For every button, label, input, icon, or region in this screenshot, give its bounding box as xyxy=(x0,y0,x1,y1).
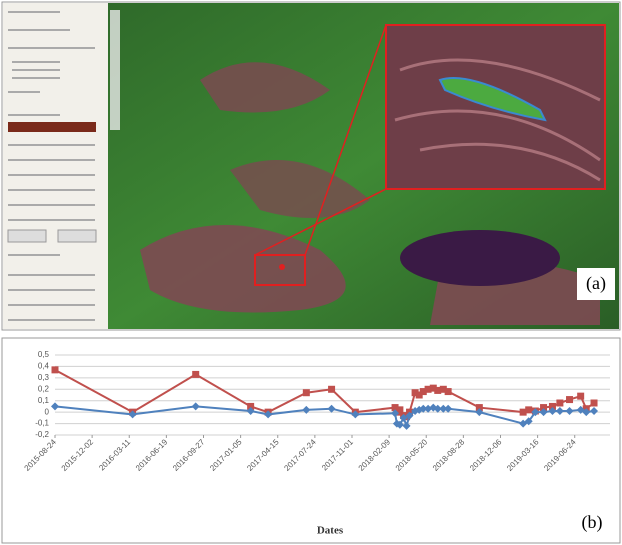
x-axis-title: Dates xyxy=(317,525,344,537)
sidebar xyxy=(3,3,108,329)
map-toolbar xyxy=(110,10,120,130)
panel-label: (a) xyxy=(586,273,606,294)
y-tick-label: 0,4 xyxy=(38,362,50,371)
point xyxy=(399,413,408,422)
point xyxy=(539,408,548,417)
point xyxy=(433,404,442,413)
point xyxy=(439,385,447,393)
point xyxy=(402,421,411,430)
point xyxy=(51,366,59,374)
point xyxy=(415,391,423,399)
point xyxy=(548,402,556,410)
point xyxy=(424,404,433,413)
point xyxy=(519,408,527,416)
point xyxy=(540,404,548,412)
y-tick-label: 0,1 xyxy=(38,396,50,405)
point xyxy=(439,404,448,413)
point xyxy=(525,406,533,414)
point xyxy=(590,399,598,407)
point xyxy=(475,404,483,412)
point xyxy=(565,407,574,415)
point xyxy=(555,407,564,415)
point xyxy=(192,370,200,378)
point xyxy=(444,404,453,413)
point xyxy=(405,411,414,420)
point xyxy=(128,410,137,419)
point xyxy=(444,388,452,396)
panel-label: (b) xyxy=(582,512,603,533)
inset-polygon xyxy=(438,77,547,122)
point xyxy=(191,402,200,411)
lake xyxy=(400,230,560,286)
focus-point xyxy=(279,264,285,270)
inset xyxy=(385,24,606,190)
sidebar-button xyxy=(7,229,47,243)
clearcut xyxy=(230,160,370,218)
point xyxy=(403,413,411,421)
point xyxy=(577,392,585,400)
point xyxy=(419,388,427,396)
sidebar-header xyxy=(8,122,96,132)
point xyxy=(327,404,336,413)
point xyxy=(247,402,255,410)
point xyxy=(475,408,484,417)
point xyxy=(302,389,310,397)
point xyxy=(246,407,255,415)
point xyxy=(548,407,557,415)
point xyxy=(419,404,428,413)
inset-texture xyxy=(394,58,601,182)
point xyxy=(351,410,360,419)
focus-box xyxy=(254,254,306,286)
point xyxy=(566,396,574,404)
point xyxy=(264,410,273,419)
y-tick-label: 0,3 xyxy=(38,373,50,382)
point xyxy=(582,408,591,417)
y-tick-label: 0,2 xyxy=(38,384,50,393)
label-box xyxy=(577,268,615,300)
point xyxy=(411,389,419,397)
point xyxy=(302,405,311,414)
point xyxy=(429,384,437,392)
clearcut xyxy=(200,62,330,113)
map-panel: (a) xyxy=(1,1,621,331)
zoom-line xyxy=(304,24,387,256)
point xyxy=(590,407,599,415)
zoom-line xyxy=(254,188,387,256)
point xyxy=(524,417,533,426)
sidebar-button xyxy=(57,229,97,243)
y-tick-label: -0,2 xyxy=(35,430,49,439)
point xyxy=(396,406,404,414)
sidebar-rows xyxy=(8,11,95,321)
point xyxy=(395,420,404,429)
y-tick-label: 0 xyxy=(45,407,50,416)
point xyxy=(556,399,564,407)
y-tick-label: -0,1 xyxy=(35,419,49,428)
chart-frame xyxy=(1,337,621,544)
point xyxy=(328,385,336,393)
point xyxy=(51,402,59,411)
point xyxy=(434,386,442,394)
point xyxy=(531,408,540,417)
y-tick-label: 0,5 xyxy=(38,350,50,359)
point xyxy=(391,409,400,418)
clearcut xyxy=(140,225,346,313)
point xyxy=(391,404,399,412)
point xyxy=(424,385,432,393)
